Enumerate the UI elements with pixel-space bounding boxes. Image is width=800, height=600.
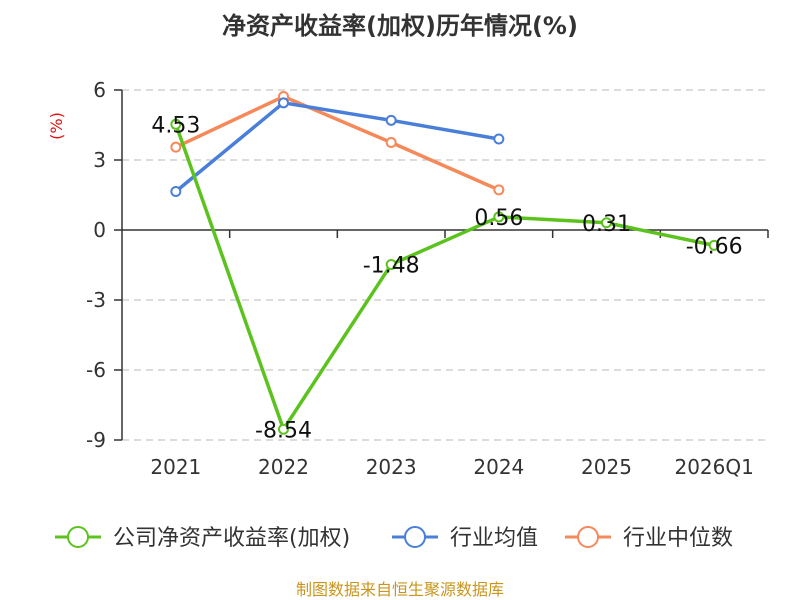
series-point [170,118,182,130]
series-point [708,239,720,251]
y-axis-unit-label: (%) [47,112,66,140]
series-line [174,123,715,432]
data-label: 0.31 [582,212,631,237]
series-point [170,141,182,153]
y-tick-label: 6 [93,78,106,102]
series-point [385,259,397,271]
y-tick-label: 0 [93,218,106,242]
x-tick-label: 2024 [473,455,524,479]
y-tick-label: -9 [86,428,106,452]
series-point [385,114,397,126]
x-tick-label: 2025 [581,455,632,479]
legend-label: 行业中位数 [623,526,733,551]
grid-lines [122,89,768,441]
x-tick-label: 2021 [150,455,201,479]
y-tick-label: -6 [86,358,106,382]
series-line [174,101,500,193]
data-label: 4.53 [151,113,200,138]
legend: 公司净资产收益率(加权) 行业均值 行业中位数 [55,526,733,551]
series-point [493,211,505,223]
legend-item: 公司净资产收益率(加权) [55,526,350,551]
series-point [278,423,289,435]
y-tick-label: -3 [86,288,106,312]
x-tick-label: 2023 [366,455,417,479]
legend-item: 行业中位数 [565,526,733,551]
series-point [385,137,397,148]
legend-label: 公司净资产收益率(加权) [113,526,350,551]
source-note: 制图数据来自恒生聚源数据库 [296,580,504,599]
legend-item: 行业均值 [392,526,538,551]
series-lines [170,91,720,435]
series-point [170,186,182,197]
data-label: -1.48 [363,254,420,279]
data-label: 0.56 [474,206,523,231]
data-labels: 4.53 -8.54 -1.48 0.56 0.31 -0.66 [151,113,742,443]
legend-marker [67,526,89,548]
series-point [493,184,505,196]
data-label: -0.66 [686,234,743,259]
chart-title: 净资产收益率(加权)历年情况(%) [222,12,578,40]
series-line [175,94,500,192]
series-point [278,97,289,109]
legend-marker [577,526,599,548]
legend-marker [404,526,426,548]
x-tick-label: 2022 [258,455,309,479]
series-point [601,217,612,229]
y-tick-label: 3 [93,148,106,172]
axes: 6 3 0 -3 -6 -9 2021 2022 2023 2024 2025 2026Q1 [86,78,769,479]
legend-label: 行业均值 [450,526,538,551]
series-point [493,133,505,145]
data-label: -8.54 [255,418,312,443]
x-tick-label: 2026Q1 [674,455,753,479]
